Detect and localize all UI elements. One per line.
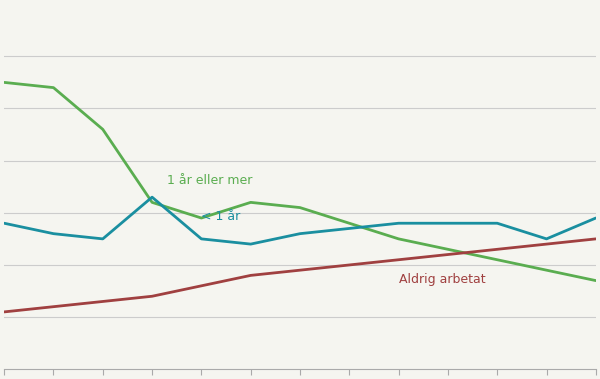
Text: 1 år eller mer: 1 år eller mer (167, 174, 252, 187)
Text: < 1 år: < 1 år (202, 210, 241, 223)
Text: Aldrig arbetat: Aldrig arbetat (398, 273, 485, 286)
